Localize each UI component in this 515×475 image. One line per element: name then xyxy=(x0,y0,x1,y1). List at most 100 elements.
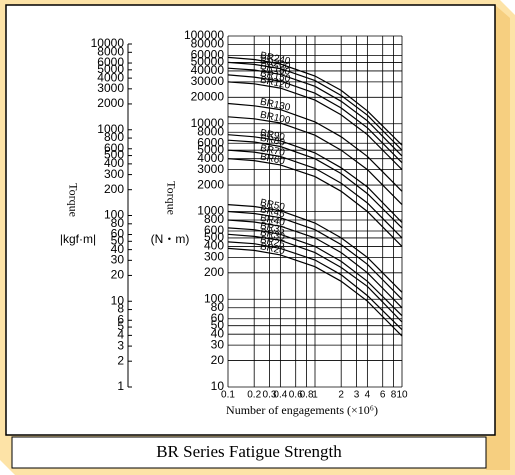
curve xyxy=(227,67,403,157)
y2-axis-unit: |kgf·m| xyxy=(60,232,96,246)
y2-tick-label: 80 xyxy=(111,216,125,230)
y2-tick-label: 4000 xyxy=(97,70,124,84)
y-tick-label: 30 xyxy=(211,337,225,351)
y-tick-label: 8000 xyxy=(197,124,224,138)
x-tick-label: 4 xyxy=(365,390,371,401)
x-tick-label: 0.6 xyxy=(289,390,303,401)
curve-label: BR40 xyxy=(259,213,286,229)
y2-tick-label: 300 xyxy=(104,167,124,181)
curve xyxy=(227,134,403,223)
curve xyxy=(227,241,403,331)
x-axis-label: Number of engagements (×10⁶) xyxy=(226,403,378,417)
y-tick-label: 30000 xyxy=(191,74,225,88)
y-tick-label: 40000 xyxy=(191,63,225,77)
y2-tick-label: 5 xyxy=(117,319,124,333)
y2-tick-label: 2000 xyxy=(97,96,124,110)
y2-tick-label: 2 xyxy=(117,353,124,367)
y2-tick-label: 1000 xyxy=(97,122,124,136)
y-tick-label: 60 xyxy=(211,311,225,325)
y-tick-label: 200 xyxy=(204,265,224,279)
y2-tick-label: 50 xyxy=(111,233,125,247)
curve xyxy=(227,158,403,247)
curve xyxy=(227,81,403,171)
curve xyxy=(227,74,403,164)
y2-tick-label: 10000 xyxy=(91,36,125,50)
y-tick-label: 10 xyxy=(211,379,225,393)
x-tick-label: 10 xyxy=(396,390,408,401)
y-tick-label: 40 xyxy=(211,326,225,340)
y-tick-label: 800 xyxy=(204,212,224,226)
chart-title: BR Series Fatigue Strength xyxy=(156,442,342,461)
curve-label: BR80 xyxy=(259,133,286,149)
y-tick-label: 2000 xyxy=(197,177,224,191)
title-box xyxy=(11,436,487,469)
y2-tick-label: 8000 xyxy=(97,44,124,58)
curve xyxy=(227,139,403,229)
curve xyxy=(227,219,403,309)
curve-label: BR20 xyxy=(259,241,286,257)
y-tick-label: 3000 xyxy=(197,162,224,176)
y2-tick-label: 600 xyxy=(104,141,124,155)
curve-label: BR70 xyxy=(259,143,286,159)
curve xyxy=(227,56,403,146)
y-tick-label: 80 xyxy=(211,300,225,314)
curve xyxy=(227,227,403,317)
curve-label: BR25 xyxy=(259,234,286,250)
curve-label: BR50 xyxy=(259,197,286,213)
y2-tick-label: 30 xyxy=(111,253,125,267)
y2-tick-label: 400 xyxy=(104,156,124,170)
y-tick-label: 60000 xyxy=(191,48,225,62)
y-tick-label: 10000 xyxy=(191,116,225,130)
y-tick-label: 500 xyxy=(204,230,224,244)
x-tick-label: 0.2 xyxy=(247,390,261,401)
y2-tick-label: 8 xyxy=(117,302,124,316)
curve xyxy=(227,149,403,239)
curve xyxy=(227,102,403,192)
curve-label: BR60 xyxy=(259,151,286,167)
curve-label: BR35 xyxy=(259,220,286,236)
y2-axis-label: Torque xyxy=(66,183,80,217)
x-tick-label: 0.3 xyxy=(263,390,277,401)
y2-tick-label: 60 xyxy=(111,227,125,241)
y2-tick-label: 40 xyxy=(111,242,125,256)
x-tick-label: 3 xyxy=(354,390,360,401)
y2-tick-label: 4 xyxy=(117,328,124,342)
y-axis-unit: (N・m) xyxy=(151,232,190,246)
y-tick-label: 600 xyxy=(204,223,224,237)
y2-tick-label: 6000 xyxy=(97,55,124,69)
curve-label: BR90 xyxy=(259,128,286,144)
y2-tick-label: 6 xyxy=(117,312,124,326)
curve xyxy=(227,247,403,337)
y2-tick-label: 20 xyxy=(111,268,125,282)
y-axis-label: Torque xyxy=(164,181,178,215)
y2-tick-label: 5000 xyxy=(97,62,124,76)
curve xyxy=(227,116,403,206)
x-tick-label: 1 xyxy=(312,390,318,401)
curve xyxy=(227,210,403,300)
y2-tick-label: 3 xyxy=(117,338,124,352)
x-tick-label: 6 xyxy=(380,390,386,401)
y-tick-label: 50 xyxy=(211,318,225,332)
y2-tick-label: 10 xyxy=(111,293,125,307)
x-tick-label: 0.8 xyxy=(300,390,314,401)
y-tick-label: 5000 xyxy=(197,142,224,156)
y-tick-label: 4000 xyxy=(197,151,224,165)
y-tick-label: 50000 xyxy=(191,55,225,69)
frame-side xyxy=(486,5,510,470)
y-tick-label: 20 xyxy=(211,353,225,367)
x-tick-label: 0.1 xyxy=(221,390,235,401)
y-tick-label: 100 xyxy=(204,291,224,305)
y2-tick-label: 200 xyxy=(104,182,124,196)
y2-tick-label: 800 xyxy=(104,130,124,144)
curve xyxy=(227,61,403,151)
x-tick-label: 0.4 xyxy=(273,390,287,401)
y2-tick-label: 100 xyxy=(104,208,124,222)
y-tick-label: 6000 xyxy=(197,135,224,149)
curve-label: BR45 xyxy=(259,204,286,220)
curve xyxy=(227,204,403,293)
y-tick-label: 400 xyxy=(204,239,224,253)
x-tick-label: 2 xyxy=(338,390,344,401)
y-tick-label: 80000 xyxy=(191,37,225,51)
